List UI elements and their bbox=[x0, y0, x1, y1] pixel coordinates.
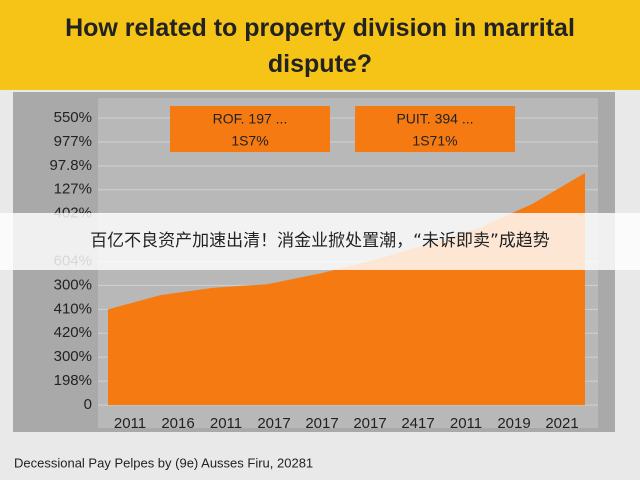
y-tick-label: 420% bbox=[54, 324, 92, 341]
x-tick-label: 2019 bbox=[497, 415, 530, 432]
y-tick-label: 410% bbox=[54, 300, 92, 317]
source: Decessional Pay Pelpes by (9e) Ausses Fi… bbox=[14, 455, 313, 470]
annotation-text: ROF. 197 ... bbox=[213, 111, 288, 127]
y-tick-label: 198% bbox=[54, 372, 92, 389]
annotation-box bbox=[170, 106, 330, 152]
y-tick-label: 977% bbox=[54, 133, 92, 150]
annotation-text: 1S71% bbox=[412, 133, 457, 149]
x-tick-label: 2011 bbox=[210, 415, 242, 432]
y-tick-label: 550% bbox=[54, 109, 92, 126]
annotation-text: 1S7% bbox=[231, 133, 268, 149]
x-tick-label: 2011 bbox=[114, 415, 146, 432]
y-tick-label: 0 bbox=[84, 396, 92, 413]
overlay-banner: 百亿不良资产加速出清！消金业掀处置潮，“未诉即卖”成趋势 bbox=[0, 213, 640, 270]
y-tick-label: 127% bbox=[54, 181, 92, 198]
x-tick-label: 2017 bbox=[305, 415, 338, 432]
title-band bbox=[0, 0, 640, 90]
x-tick-label: 2021 bbox=[545, 415, 578, 432]
y-tick-label: 97.8% bbox=[49, 157, 92, 174]
x-tick-label: 2417 bbox=[401, 415, 434, 432]
chart-title: How related to property division in marr… bbox=[65, 14, 575, 78]
x-tick-label: 2017 bbox=[257, 415, 290, 432]
x-tick-label: 2016 bbox=[161, 415, 194, 432]
y-tick-label: 300% bbox=[54, 276, 92, 293]
annotation-box bbox=[355, 106, 515, 152]
x-tick-label: 2017 bbox=[353, 415, 386, 432]
area bbox=[108, 173, 585, 405]
annotation-text: PUIT. 394 ... bbox=[396, 111, 473, 127]
y-tick-label: 300% bbox=[54, 348, 92, 365]
x-tick-label: 2011 bbox=[450, 415, 482, 432]
